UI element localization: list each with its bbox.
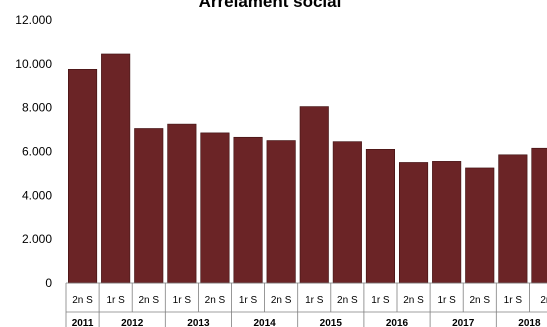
y-tick-label: 2.000 (22, 232, 52, 246)
x-tick-label: 2n S (469, 295, 490, 306)
x-tick-label: 2n S (271, 295, 292, 306)
y-tick-label: 8.000 (22, 101, 52, 115)
year-label: 2015 (320, 318, 343, 327)
x-tick-label: 2n S (337, 295, 358, 306)
bar (101, 53, 131, 284)
bar (498, 154, 528, 284)
bar (233, 136, 263, 284)
x-tick-label: 2n S (138, 295, 159, 306)
bar (531, 147, 547, 284)
year-label: 2016 (386, 318, 409, 327)
x-tick-label: 1r S (504, 295, 523, 306)
x-tick-label: 1r S (106, 295, 125, 306)
bar (68, 69, 98, 284)
y-tick-label: 10.000 (15, 57, 52, 71)
x-tick-label: 1r S (371, 295, 390, 306)
y-axis: 0 2.000 4.000 6.000 8.000 10.000 12.000 (15, 13, 52, 290)
x-tick-label: 1r S (305, 295, 324, 306)
x-tick-label: 1r S (239, 295, 258, 306)
year-label: 2012 (121, 318, 144, 327)
bar (432, 161, 462, 284)
x-tick-label: 2n S (205, 295, 226, 306)
x-tick-label: 1r S (437, 295, 456, 306)
bar (299, 106, 329, 284)
year-label: 2018 (518, 318, 541, 327)
bar (200, 132, 230, 284)
y-tick-label: 6.000 (22, 145, 52, 159)
y-tick-label: 12.000 (15, 13, 52, 27)
bar (465, 167, 495, 284)
x-tick-label: 2n S (403, 295, 424, 306)
bar (332, 141, 362, 284)
year-label: 2014 (253, 318, 276, 327)
bar (266, 140, 296, 284)
x-tick-label: 1r S (173, 295, 192, 306)
year-label: 2017 (452, 318, 475, 327)
chart-title: Arrelament social (199, 0, 342, 11)
bars-group (68, 53, 547, 284)
x-tick-label: 2n S (72, 295, 93, 306)
y-tick-label: 4.000 (22, 188, 52, 202)
bar (365, 149, 396, 284)
bar (167, 123, 197, 284)
bar (134, 128, 164, 284)
x-axis: 2n S 1r S 2n S 1r S 2n S 1r S 2n S 1r S 2n S 1r S… (65, 282, 547, 327)
y-tick-label: 0 (45, 276, 52, 290)
bar (398, 162, 429, 284)
year-label: 2011 (72, 318, 94, 327)
year-label: 2013 (187, 318, 210, 327)
x-tick-label: 2n (540, 295, 547, 306)
